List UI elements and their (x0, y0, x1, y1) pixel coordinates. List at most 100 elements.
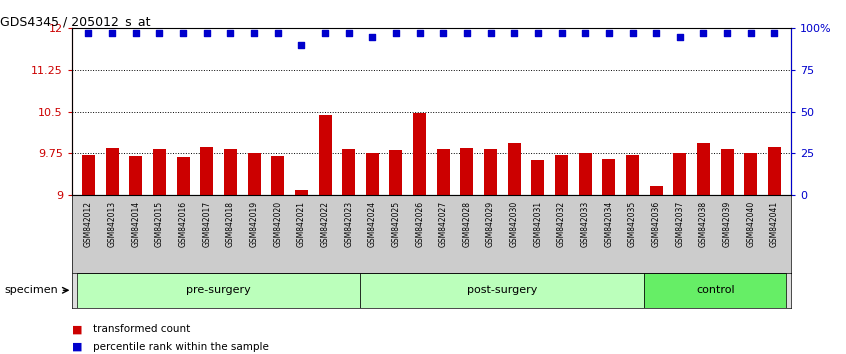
Text: GSM842016: GSM842016 (179, 201, 188, 247)
Bar (602, 159, 615, 195)
Bar (531, 160, 545, 195)
Text: specimen: specimen (4, 285, 58, 295)
Point (531, 30, 545, 36)
Bar (201, 147, 213, 195)
Point (106, 30, 119, 36)
Text: GSM842031: GSM842031 (534, 201, 542, 247)
Text: GSM842012: GSM842012 (84, 201, 93, 247)
Text: transformed count: transformed count (93, 324, 190, 334)
Point (318, 30, 332, 36)
Text: ■: ■ (72, 342, 82, 352)
Text: GSM842023: GSM842023 (344, 201, 353, 247)
Bar (744, 153, 757, 195)
Bar (721, 149, 733, 195)
Text: GSM842035: GSM842035 (628, 201, 637, 247)
Point (152, 30, 166, 36)
Bar (437, 149, 450, 195)
Bar (77, 273, 360, 308)
Bar (626, 155, 639, 195)
Text: GSM842030: GSM842030 (510, 201, 519, 247)
Bar (413, 113, 426, 195)
Text: GSM842038: GSM842038 (699, 201, 708, 247)
Bar (484, 149, 497, 195)
Point (129, 30, 142, 36)
Bar (389, 150, 403, 195)
Bar (360, 273, 645, 308)
Text: GSM842015: GSM842015 (155, 201, 164, 247)
Text: ■: ■ (72, 324, 82, 334)
Text: GSM842040: GSM842040 (746, 201, 755, 247)
Bar (650, 186, 662, 195)
Text: GSM842037: GSM842037 (675, 201, 684, 247)
Text: GSM842029: GSM842029 (486, 201, 495, 247)
Text: GSM842013: GSM842013 (107, 201, 117, 247)
Point (82, 30, 96, 36)
Text: GSM842024: GSM842024 (368, 201, 376, 247)
Bar (153, 149, 166, 195)
Point (271, 30, 284, 36)
Point (413, 30, 426, 36)
Bar (248, 153, 261, 195)
Point (247, 30, 261, 36)
Text: GSM842019: GSM842019 (250, 201, 259, 247)
Point (697, 30, 711, 36)
Text: GDS4345 / 205012_s_at: GDS4345 / 205012_s_at (0, 15, 151, 28)
Bar (697, 143, 710, 195)
Bar (645, 273, 786, 308)
Text: GSM842028: GSM842028 (463, 201, 471, 247)
Point (673, 34, 687, 40)
Point (294, 42, 308, 48)
Text: post-surgery: post-surgery (467, 285, 537, 295)
Text: GSM842039: GSM842039 (722, 201, 732, 247)
Bar (673, 153, 686, 195)
Text: percentile rank within the sample: percentile rank within the sample (93, 342, 269, 352)
Point (342, 30, 355, 36)
Bar (82, 155, 95, 195)
Bar (579, 153, 591, 195)
Bar (272, 156, 284, 195)
Text: GSM842017: GSM842017 (202, 201, 212, 247)
Text: GSM842032: GSM842032 (557, 201, 566, 247)
Point (744, 30, 757, 36)
Point (508, 30, 521, 36)
Point (650, 30, 663, 36)
Text: GSM842033: GSM842033 (580, 201, 590, 247)
Text: GSM842036: GSM842036 (651, 201, 661, 247)
Point (555, 30, 569, 36)
Text: GSM842021: GSM842021 (297, 201, 306, 247)
Text: GSM842018: GSM842018 (226, 201, 235, 247)
Bar (224, 149, 237, 195)
Point (721, 30, 734, 36)
Bar (106, 148, 118, 195)
Text: pre-surgery: pre-surgery (186, 285, 251, 295)
Bar (129, 156, 142, 195)
Text: GSM842041: GSM842041 (770, 201, 779, 247)
Point (460, 30, 474, 36)
Point (767, 30, 781, 36)
Bar (460, 148, 474, 195)
Text: GSM842025: GSM842025 (392, 201, 400, 247)
Point (223, 30, 237, 36)
Bar (508, 143, 521, 195)
Text: GSM842027: GSM842027 (439, 201, 448, 247)
Bar (555, 155, 568, 195)
Bar (177, 157, 190, 195)
Text: GSM842014: GSM842014 (131, 201, 140, 247)
Point (602, 30, 616, 36)
Bar (342, 149, 355, 195)
Point (200, 30, 213, 36)
Bar (295, 190, 308, 195)
Point (579, 30, 592, 36)
Text: control: control (696, 285, 734, 295)
Bar (318, 115, 332, 195)
Point (626, 30, 640, 36)
Point (437, 30, 450, 36)
Text: GSM842022: GSM842022 (321, 201, 329, 247)
Bar (365, 153, 379, 195)
Text: GSM842020: GSM842020 (273, 201, 283, 247)
Point (176, 30, 190, 36)
Bar (768, 147, 781, 195)
Point (484, 30, 497, 36)
Point (365, 34, 379, 40)
Text: GSM842034: GSM842034 (604, 201, 613, 247)
